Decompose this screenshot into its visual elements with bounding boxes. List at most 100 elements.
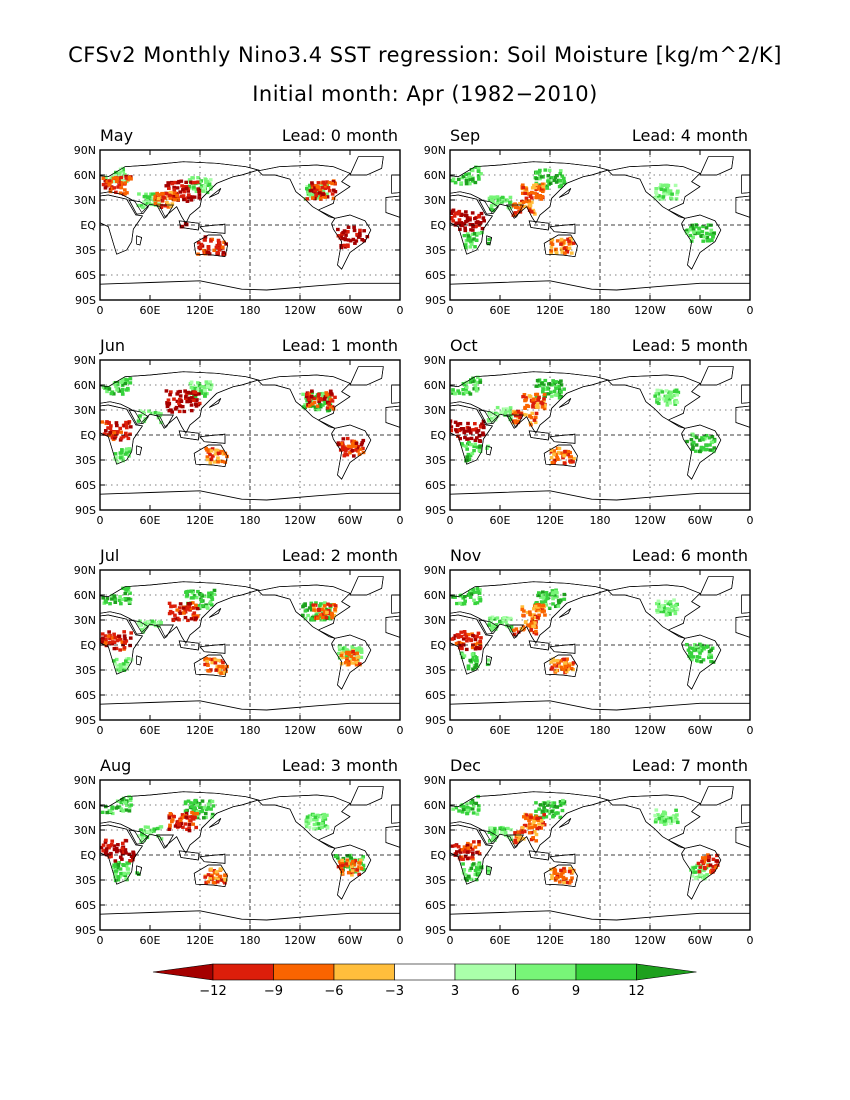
drying-cell — [171, 618, 176, 623]
wetting-cell — [486, 871, 491, 875]
x-tick-label: 120W — [284, 934, 316, 947]
drying-cell — [341, 236, 345, 241]
drying-cell — [191, 822, 196, 826]
drying-cell — [455, 430, 459, 434]
anomaly-cells — [450, 165, 717, 255]
drying-cell — [470, 228, 475, 232]
drying-cell — [112, 847, 117, 852]
drying-cell — [184, 180, 188, 185]
wetting-cell — [543, 599, 548, 604]
wetting-cell — [349, 856, 353, 860]
wetting-cell — [335, 856, 340, 860]
drying-cell — [569, 251, 574, 255]
wetting-cell — [699, 646, 704, 651]
wetting-cell — [471, 667, 475, 671]
wetting-cell — [209, 386, 214, 390]
drying-cell — [124, 851, 128, 855]
drying-cell — [534, 193, 539, 198]
drying-cell — [316, 394, 321, 398]
wetting-cell — [461, 807, 466, 812]
wetting-cell — [461, 862, 465, 866]
drying-cell — [696, 861, 701, 866]
drying-cell — [520, 605, 525, 609]
drying-cell — [104, 838, 108, 842]
wetting-cell — [126, 657, 131, 661]
drying-cell — [188, 819, 193, 823]
x-tick-label: 120E — [186, 934, 214, 947]
wetting-cell — [537, 807, 541, 811]
drying-cell — [215, 243, 220, 248]
wetting-cell — [124, 388, 129, 392]
wetting-cell — [500, 195, 505, 200]
wetting-cell — [674, 197, 679, 201]
wetting-cell — [479, 865, 484, 869]
drying-cell — [173, 191, 178, 195]
wetting-cell — [552, 178, 557, 183]
drying-cell — [212, 248, 217, 252]
panel-month: Aug — [100, 756, 131, 775]
wetting-cell — [662, 822, 667, 827]
drying-cell — [181, 825, 185, 829]
wetting-cell — [708, 443, 712, 447]
drying-cell — [167, 816, 172, 820]
y-tick-label: 30N — [74, 194, 96, 207]
wetting-cell — [475, 658, 479, 663]
wetting-cell — [463, 172, 468, 177]
drying-cell — [542, 813, 546, 817]
wetting-cell — [101, 385, 106, 389]
drying-cell — [320, 607, 324, 612]
drying-cell — [197, 401, 202, 406]
drying-cell — [209, 449, 214, 453]
y-tick-label: EQ — [80, 639, 96, 652]
wetting-cell — [466, 593, 471, 598]
drying-cell — [524, 187, 529, 191]
drying-cell — [357, 662, 362, 666]
wetting-cell — [490, 829, 494, 833]
drying-cell — [477, 842, 481, 847]
drying-cell — [455, 633, 460, 637]
drying-cell — [197, 193, 202, 197]
drying-cell — [221, 660, 225, 664]
drying-cell — [541, 185, 546, 189]
drying-cell — [527, 818, 531, 823]
wetting-cell — [487, 623, 491, 627]
wetting-cell — [202, 187, 207, 191]
drying-cell — [114, 646, 119, 651]
drying-cell — [514, 627, 519, 631]
wetting-cell — [117, 389, 122, 393]
wetting-cell — [124, 808, 129, 812]
wetting-cell — [660, 818, 664, 822]
wetting-cell — [538, 803, 543, 807]
wetting-cell — [557, 396, 562, 400]
wetting-cell — [472, 387, 477, 391]
x-tick-label: 0 — [447, 304, 454, 317]
wetting-cell — [199, 391, 204, 395]
drying-cell — [524, 813, 529, 817]
wetting-cell — [121, 586, 125, 590]
drying-cell — [210, 447, 215, 451]
drying-cell — [171, 604, 175, 608]
wetting-cell — [303, 616, 308, 621]
x-tick-label: 60W — [338, 934, 363, 947]
wetting-cell — [549, 175, 554, 180]
wetting-cell — [317, 407, 321, 412]
wetting-cell — [143, 204, 147, 208]
wetting-cell — [136, 872, 141, 876]
wetting-cell — [120, 798, 124, 802]
drying-cell — [313, 196, 317, 201]
drying-cell — [318, 397, 323, 401]
wetting-cell — [155, 826, 160, 831]
drying-cell — [166, 205, 171, 209]
drying-cell — [116, 185, 120, 189]
wetting-cell — [144, 625, 148, 630]
drying-cell — [549, 245, 554, 249]
drying-cell — [326, 608, 331, 613]
wetting-cell — [315, 815, 320, 820]
wetting-cell — [672, 393, 676, 398]
wetting-cell — [709, 659, 713, 664]
wetting-cell — [479, 172, 483, 176]
drying-cell — [528, 624, 533, 628]
wetting-cell — [124, 864, 129, 868]
wetting-cell — [152, 620, 157, 624]
wetting-cell — [139, 828, 143, 832]
